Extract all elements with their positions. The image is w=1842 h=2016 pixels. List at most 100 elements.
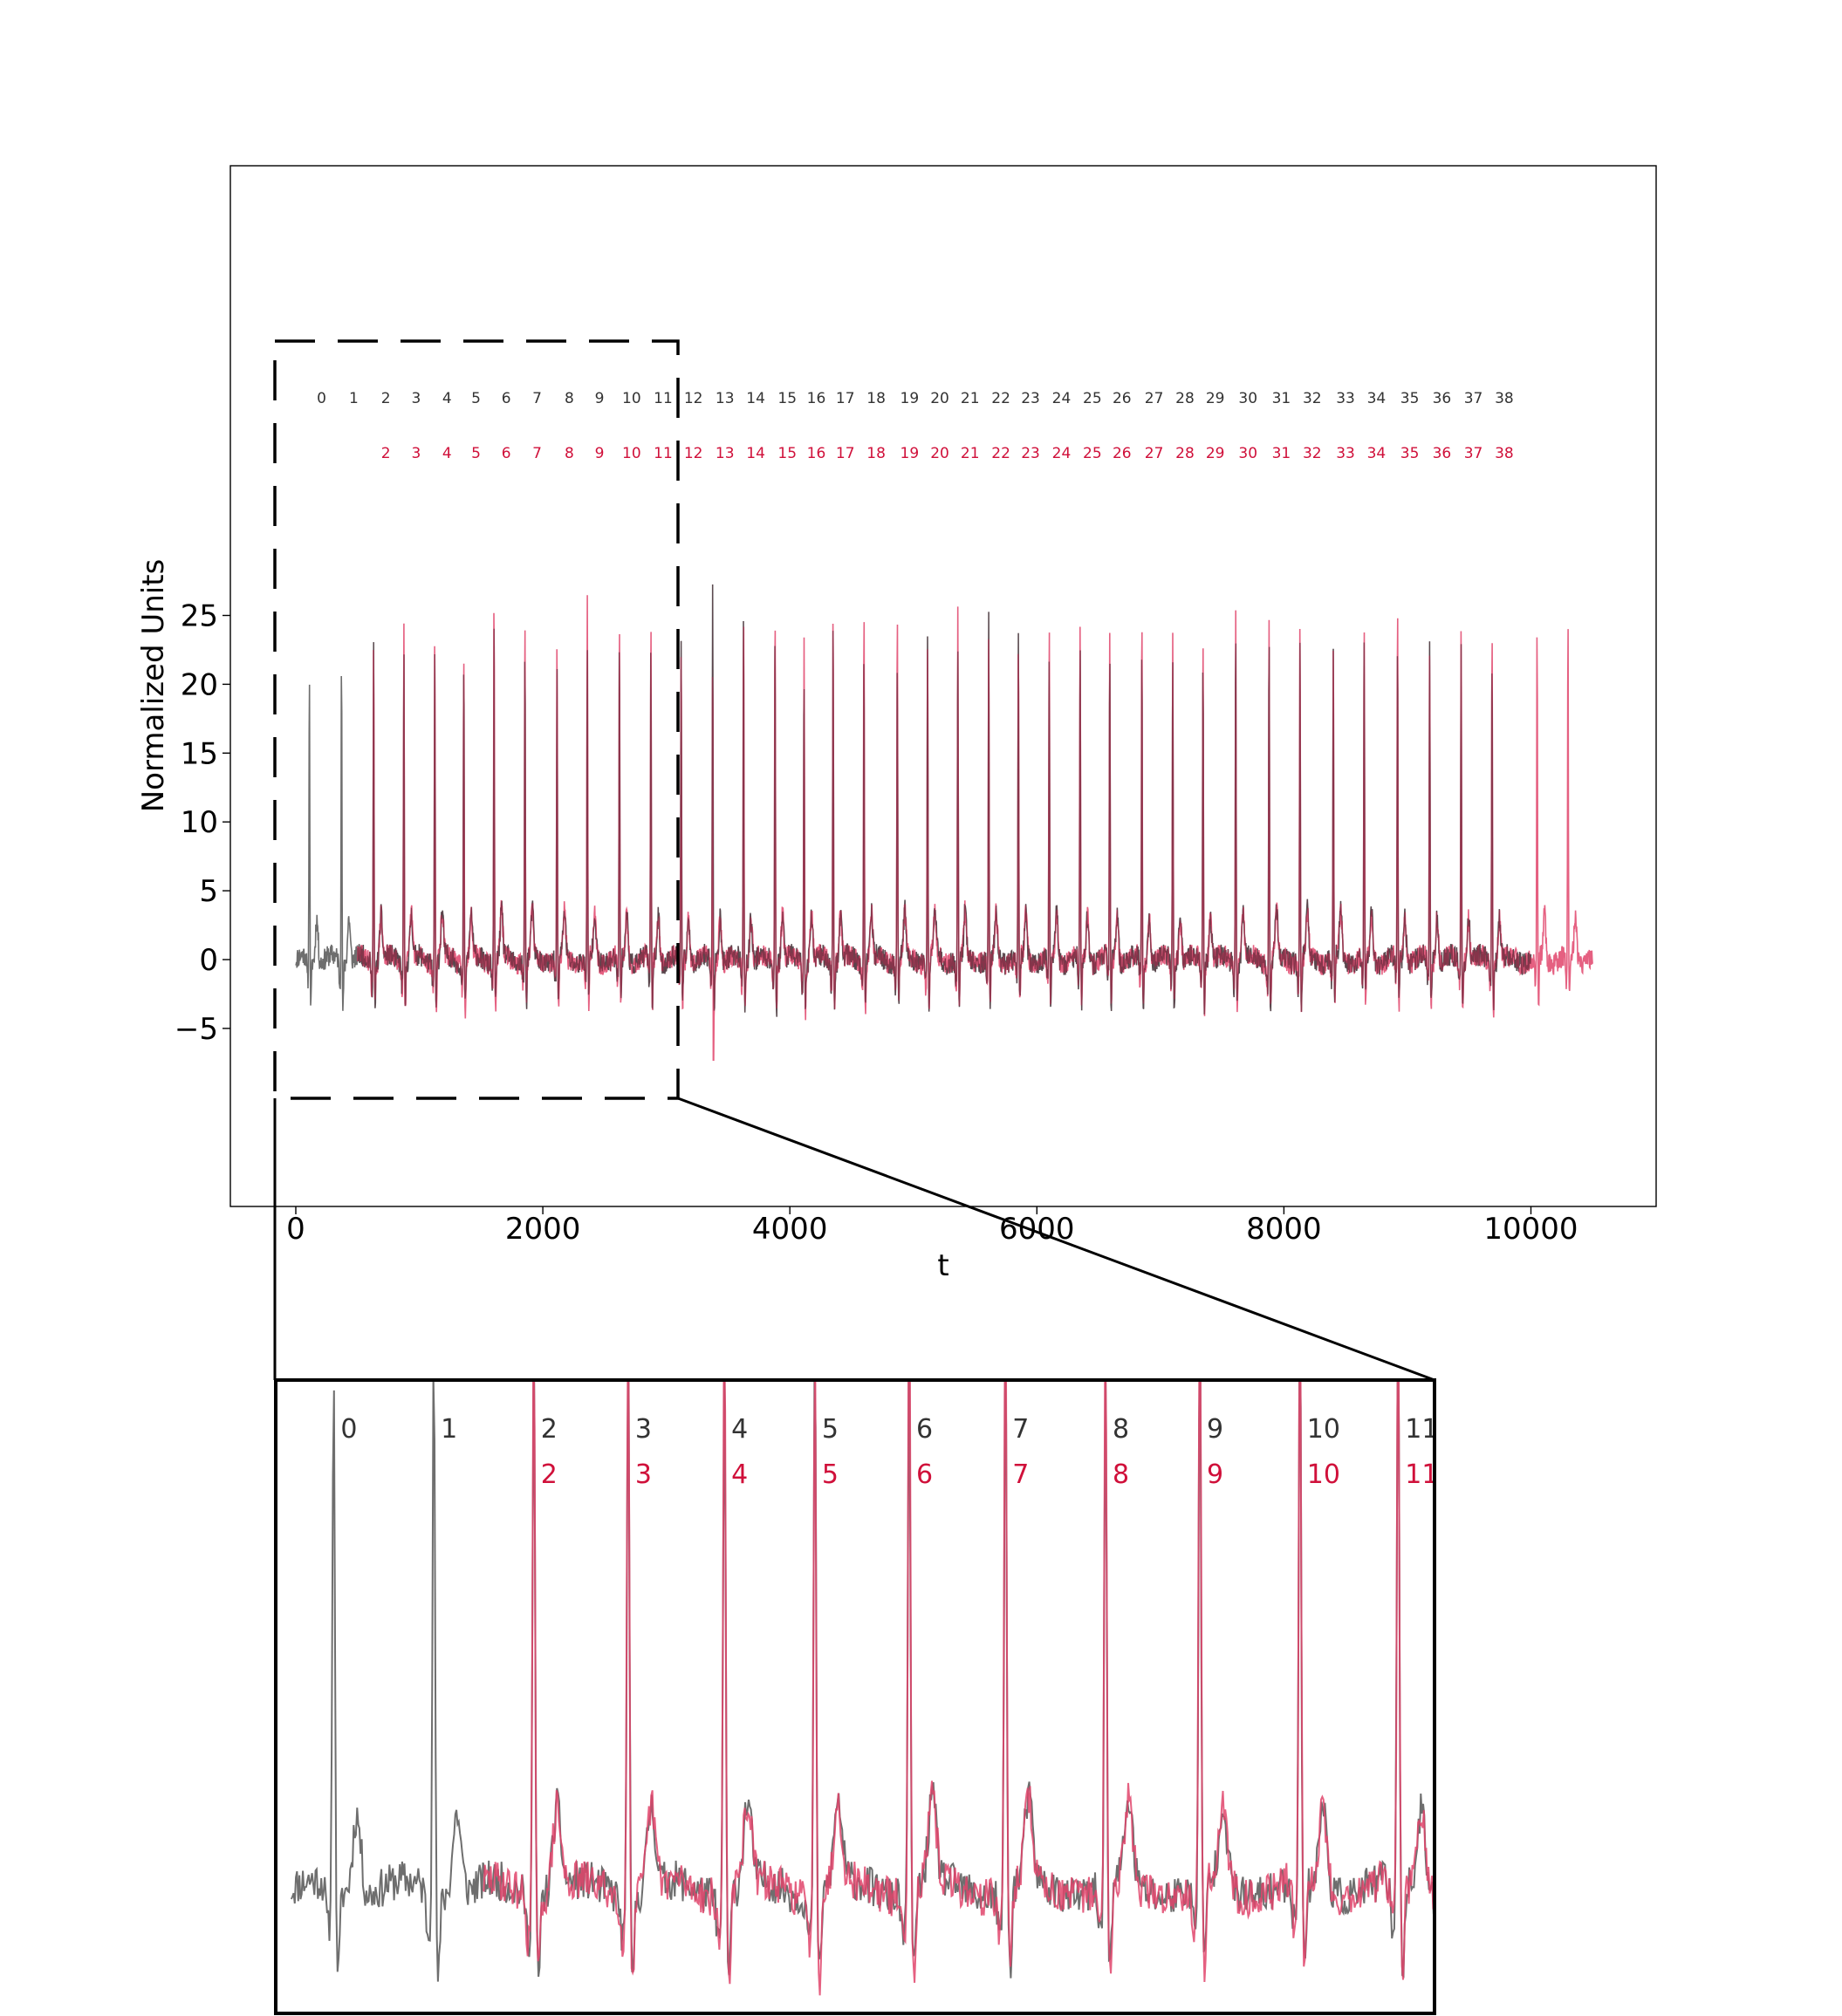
beat-label-gray: 30 (1238, 390, 1257, 407)
beat-label-red: 3 (411, 445, 421, 462)
beat-label-red: 11 (654, 445, 673, 462)
inset-beat-label-gray: 10 (1307, 1414, 1340, 1445)
beat-label-red: 10 (622, 445, 641, 462)
beat-label-red: 31 (1272, 445, 1291, 462)
beat-label-gray: 6 (502, 390, 511, 407)
beat-label-red: 6 (502, 445, 511, 462)
zoom-inset-chart: 0 1 2 3 4 5 6 7 8 9 10 112 3 4 5 6 7 8 9 10 11 (274, 1378, 1438, 2015)
beat-label-gray: 11 (654, 390, 673, 407)
beat-label-red: 23 (1021, 445, 1040, 462)
inset-beat-label-gray: 0 (340, 1414, 357, 1445)
y-tick-label: 5 (199, 874, 218, 909)
y-axis-ticks: −5 0 5 10 15 20 25 (175, 599, 230, 1047)
beat-label-gray: 2 (381, 390, 391, 407)
beat-label-red: 7 (532, 445, 542, 462)
beat-label-gray: 34 (1367, 390, 1387, 407)
beat-label-red: 9 (595, 445, 605, 462)
y-tick-label: 10 (181, 805, 218, 840)
beat-label-red: 37 (1464, 445, 1483, 462)
beat-label-gray: 35 (1400, 390, 1420, 407)
inset-beat-label-gray: 6 (916, 1414, 933, 1445)
y-tick-label: 25 (181, 599, 218, 634)
beat-label-red: 27 (1145, 445, 1164, 462)
y-axis-label: Normalized Units (136, 559, 171, 813)
beat-label-red: 8 (565, 445, 574, 462)
main-chart: 0 1 2 3 4 5 6 7 8 9 10 11 12 13 14 15 16 17 18 19 20 21 22 23 24… (136, 165, 1657, 1283)
zoom-connector-right (677, 1097, 1435, 1382)
main-beat-labels: 0 1 2 3 4 5 6 7 8 9 10 11 12 13 14 15 16 17 18 19 20 21 22 23 24… (317, 390, 1514, 462)
beat-label-gray: 22 (991, 390, 1010, 407)
inset-beat-label-red: 3 (635, 1459, 652, 1490)
beat-label-red: 32 (1303, 445, 1322, 462)
beat-label-gray: 5 (471, 390, 481, 407)
beat-label-red: 14 (746, 445, 765, 462)
beat-label-gray: 7 (532, 390, 542, 407)
inset-beat-label-red: 2 (541, 1459, 558, 1490)
beat-label-gray: 38 (1495, 390, 1514, 407)
inset-frame (274, 1378, 1436, 2015)
beat-label-gray: 28 (1175, 390, 1195, 407)
inset-beat-label-red: 9 (1207, 1459, 1223, 1490)
y-tick-label: 15 (181, 736, 218, 771)
series-red-line (357, 595, 1593, 1061)
beat-label-red: 19 (900, 445, 920, 462)
beat-label-gray: 1 (349, 390, 359, 407)
beat-label-gray: 12 (684, 390, 703, 407)
beat-label-gray: 25 (1083, 390, 1102, 407)
beat-label-red: 28 (1175, 445, 1195, 462)
beat-label-gray: 4 (442, 390, 452, 407)
beat-label-red: 35 (1400, 445, 1420, 462)
beat-label-red: 18 (866, 445, 886, 462)
beat-label-gray: 31 (1272, 390, 1291, 407)
beat-label-gray: 3 (411, 390, 421, 407)
x-tick-label: 8000 (1246, 1212, 1322, 1247)
x-axis-ticks: 0 2000 4000 6000 8000 10000 (286, 1206, 1578, 1247)
beat-label-red: 22 (991, 445, 1010, 462)
series-overlap-line (357, 584, 1531, 1017)
inset-plot-area (290, 1382, 1433, 1996)
beat-label-red: 21 (961, 445, 980, 462)
beat-label-gray: 19 (900, 390, 920, 407)
inset-beat-label-gray: 5 (822, 1414, 839, 1445)
beat-label-red: 38 (1495, 445, 1514, 462)
x-tick-label: 4000 (752, 1212, 828, 1247)
beat-label-gray: 27 (1145, 390, 1164, 407)
beat-label-gray: 18 (866, 390, 886, 407)
beat-label-red: 25 (1083, 445, 1102, 462)
beat-label-red: 15 (777, 445, 797, 462)
zoom-box (273, 339, 680, 1100)
inset-beat-label-gray: 4 (731, 1414, 748, 1445)
beat-label-gray: 33 (1336, 390, 1355, 407)
beat-label-gray: 21 (961, 390, 980, 407)
beat-label-red: 17 (836, 445, 855, 462)
beat-label-red: 24 (1052, 445, 1072, 462)
main-plot-area (295, 584, 1593, 1061)
x-tick-label: 0 (286, 1212, 305, 1247)
main-axes-frame (229, 165, 1657, 1207)
beat-label-gray: 10 (622, 390, 641, 407)
beat-label-red: 36 (1433, 445, 1452, 462)
beat-label-gray: 13 (716, 390, 735, 407)
x-tick-label: 10000 (1483, 1212, 1578, 1247)
beat-label-red: 33 (1336, 445, 1355, 462)
beat-label-gray: 36 (1433, 390, 1452, 407)
beat-label-gray: 37 (1464, 390, 1483, 407)
beat-label-gray: 32 (1303, 390, 1322, 407)
y-tick-label: 0 (199, 943, 218, 978)
beat-label-gray: 17 (836, 390, 855, 407)
beat-label-red: 2 (381, 445, 391, 462)
beat-label-gray: 23 (1021, 390, 1040, 407)
beat-label-gray: 16 (807, 390, 826, 407)
inset-beat-label-gray: 9 (1207, 1414, 1223, 1445)
inset-beat-label-gray: 2 (541, 1414, 558, 1445)
inset-beat-label-gray: 1 (441, 1414, 457, 1445)
beat-label-gray: 26 (1113, 390, 1132, 407)
inset-beat-label-gray: 7 (1012, 1414, 1029, 1445)
beat-label-red: 34 (1367, 445, 1387, 462)
beat-label-red: 12 (684, 445, 703, 462)
y-tick-label: −5 (175, 1012, 218, 1047)
inset-series-red-line (483, 1382, 1433, 1996)
beat-label-red: 20 (930, 445, 949, 462)
beat-label-gray: 9 (595, 390, 605, 407)
